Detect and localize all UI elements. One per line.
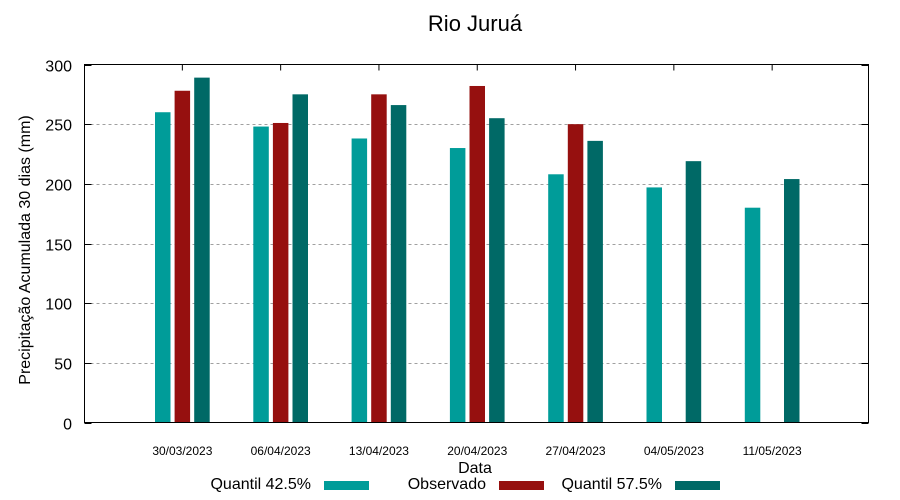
bar-quantil-42-5- — [155, 112, 171, 423]
bar-quantil-57-5- — [292, 94, 308, 423]
x-tick-label: 30/03/2023 — [152, 444, 212, 458]
bar-observado — [371, 94, 387, 423]
bar-quantil-57-5- — [784, 179, 800, 423]
y-axis-label: Precipitação Acumulada 30 dias (mm) — [17, 115, 34, 384]
x-axis-label: Data — [458, 460, 492, 477]
y-tick-label: 200 — [45, 178, 72, 195]
y-tick-label: 300 — [45, 59, 72, 76]
x-tick-label: 27/04/2023 — [546, 444, 606, 458]
plot-frame — [84, 64, 869, 423]
y-tick-label: 100 — [45, 297, 72, 314]
bar-observado — [469, 85, 485, 423]
x-tick-label: 06/04/2023 — [251, 444, 311, 458]
x-tick-label: 04/05/2023 — [644, 444, 704, 458]
legend-swatch — [499, 481, 544, 490]
legend-label: Quantil 42.5% — [210, 476, 311, 493]
bar-observado — [174, 90, 191, 423]
x-tick-label: 11/05/2023 — [743, 444, 802, 458]
chart-title: Rio Juruá — [428, 11, 523, 36]
x-tick-label: 20/04/2023 — [447, 444, 507, 458]
bar-quantil-57-5- — [587, 140, 603, 423]
y-tick-label: 50 — [54, 357, 72, 374]
bar-quantil-42-5- — [253, 126, 269, 423]
bar-quantil-42-5- — [449, 148, 466, 423]
legend-label: Observado — [408, 476, 486, 493]
y-tick-label: 150 — [45, 238, 72, 255]
legend-swatch — [324, 481, 369, 490]
bar-quantil-42-5- — [744, 207, 761, 423]
bar-quantil-57-5- — [685, 161, 702, 423]
y-tick-label: 0 — [63, 417, 72, 434]
x-axis-ticks: 30/03/2023 06/04/2023 13/04/2023 20/04/2023… — [152, 64, 802, 458]
bar-quantil-42-5- — [548, 174, 564, 423]
legend: Quantil 42.5% Observado Quantil 57.5% — [210, 476, 720, 493]
y-axis-ticks: 0 50 100 150 200 250 300 — [45, 59, 869, 434]
bar-observado — [272, 122, 289, 423]
bar-series — [155, 77, 800, 423]
bar-quantil-57-5- — [194, 77, 210, 423]
bar-quantil-42-5- — [646, 187, 662, 423]
legend-swatch — [675, 481, 720, 490]
y-tick-label: 250 — [45, 118, 72, 135]
bar-observado — [567, 124, 584, 423]
bar-quantil-42-5- — [351, 138, 368, 423]
x-tick-label: 13/04/2023 — [349, 444, 409, 458]
bar-quantil-57-5- — [489, 118, 505, 423]
legend-label: Quantil 57.5% — [561, 476, 662, 493]
bar-quantil-57-5- — [390, 105, 407, 423]
